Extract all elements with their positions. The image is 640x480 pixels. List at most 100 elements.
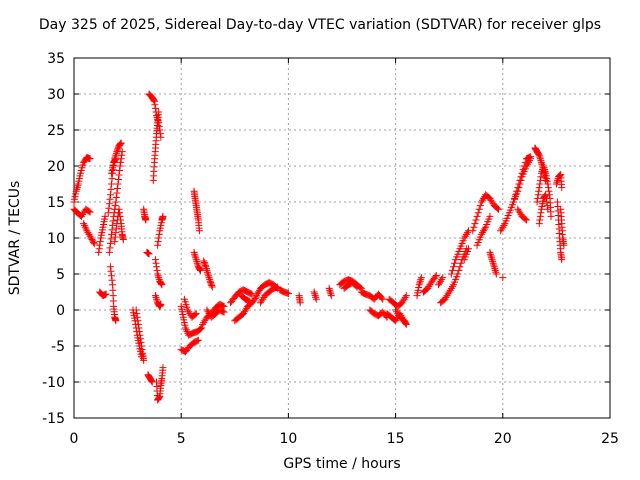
data-point <box>116 140 124 148</box>
data-point <box>86 155 94 163</box>
data-point <box>206 275 214 283</box>
data-point <box>191 311 199 318</box>
data-point <box>258 297 266 305</box>
data-point <box>464 245 472 253</box>
data-point <box>394 310 402 318</box>
data-point <box>113 146 121 154</box>
data-point <box>155 274 163 282</box>
data-point <box>147 376 155 384</box>
data-point <box>245 297 253 305</box>
data-point <box>108 276 116 284</box>
grid-lines <box>74 58 610 418</box>
data-point <box>195 265 203 273</box>
data-point <box>205 274 213 282</box>
data-point <box>416 277 424 285</box>
data-point <box>553 178 561 186</box>
data-point <box>392 306 400 314</box>
y-tick-label: 5 <box>56 267 65 283</box>
data-point <box>536 212 544 220</box>
data-point <box>490 261 498 269</box>
data-point <box>193 337 201 345</box>
data-point <box>150 96 158 104</box>
data-point <box>489 259 497 267</box>
data-point <box>327 292 335 300</box>
data-point <box>83 227 91 235</box>
data-point <box>537 209 545 217</box>
data-point <box>443 292 451 300</box>
data-point <box>310 288 318 296</box>
data-point <box>133 313 141 321</box>
data-point <box>500 221 508 229</box>
data-point <box>537 157 545 165</box>
data-point <box>402 292 410 300</box>
data-point <box>112 229 120 237</box>
data-point <box>521 158 529 166</box>
data-point <box>137 338 145 346</box>
data-point <box>155 393 163 401</box>
y-tick-label: 25 <box>47 123 65 139</box>
data-point <box>89 237 97 245</box>
data-point <box>449 263 457 271</box>
data-point <box>114 180 122 188</box>
data-point <box>543 198 551 206</box>
data-point <box>196 325 204 333</box>
data-point <box>81 223 89 231</box>
data-point <box>534 191 542 199</box>
data-point <box>356 284 364 291</box>
x-tick-label: 15 <box>387 431 405 447</box>
data-point <box>402 320 410 327</box>
data-point <box>151 292 159 300</box>
data-point <box>489 257 497 265</box>
data-point <box>379 295 387 303</box>
data-point <box>106 191 114 199</box>
data-point <box>312 295 320 303</box>
data-point <box>207 279 215 287</box>
data-point <box>113 185 121 192</box>
data-point <box>480 227 488 235</box>
data-point <box>472 216 480 224</box>
data-point <box>521 215 529 223</box>
data-point <box>476 202 484 210</box>
data-point <box>326 288 334 296</box>
data-point <box>109 221 117 229</box>
data-point <box>111 202 119 210</box>
data-point <box>152 293 160 301</box>
data-point <box>400 295 408 303</box>
data-point <box>136 331 144 339</box>
data-point <box>112 224 120 232</box>
data-point <box>118 148 126 156</box>
data-point <box>254 288 262 296</box>
y-tick-label: 0 <box>56 303 65 319</box>
data-point <box>451 259 459 267</box>
data-point <box>191 252 199 260</box>
data-point <box>252 292 260 300</box>
data-point <box>471 220 479 228</box>
data-point <box>117 158 125 166</box>
data-point <box>219 308 227 316</box>
data-point <box>154 238 162 246</box>
data-point <box>537 173 545 181</box>
data-point <box>399 297 407 305</box>
data-point <box>284 289 292 297</box>
y-tick-labels: -15 -10 -5 0 5 10 15 20 25 30 35 <box>42 51 65 427</box>
data-point <box>192 256 200 264</box>
data-point <box>520 162 528 170</box>
data-point <box>109 217 117 225</box>
data-point <box>515 180 523 188</box>
data-point <box>311 292 319 300</box>
data-point <box>207 280 215 288</box>
data-point <box>208 283 216 291</box>
data-point <box>134 320 142 328</box>
data-point <box>138 346 146 354</box>
x-tick-label: 25 <box>601 431 619 447</box>
data-point <box>547 212 555 220</box>
data-point <box>106 195 114 203</box>
data-point <box>541 167 549 175</box>
data-point <box>401 293 409 301</box>
data-point <box>534 149 542 157</box>
data-point <box>527 153 535 161</box>
data-point <box>431 273 439 281</box>
data-point <box>493 204 501 212</box>
data-point <box>157 280 165 288</box>
